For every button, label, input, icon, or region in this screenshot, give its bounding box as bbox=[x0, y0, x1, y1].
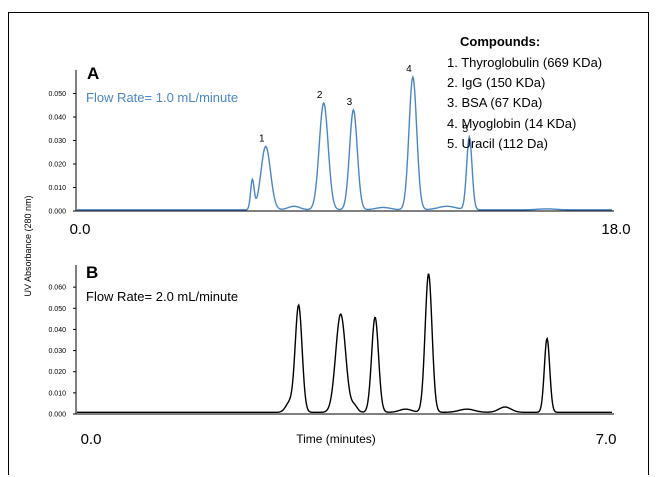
panel-b: 0.000 0.010 0.020 0.030 0.040 0.050 0.060 B Fl… bbox=[48, 263, 616, 448]
peak-label-3: 3 bbox=[347, 97, 353, 108]
panel-b-x-tick-start: 0.0 bbox=[81, 431, 102, 448]
peak-label-5: 5 bbox=[463, 124, 469, 135]
panel-b-y-tick-label: 0.040 bbox=[48, 327, 66, 334]
panel-a-y-tick-label: 0.010 bbox=[48, 185, 66, 192]
panel-a-x-tick-end: 18.0 bbox=[601, 221, 630, 238]
panel-a-y-tick-label: 0.040 bbox=[48, 115, 66, 122]
panel-a-y-ticks: 0.000 0.010 0.020 0.030 0.040 0.050 bbox=[48, 91, 76, 216]
panel-b-y-tick-label: 0.010 bbox=[48, 390, 66, 397]
panel-a-y-tick-label: 0.050 bbox=[48, 91, 66, 98]
compounds-legend: Compounds: 1. Thyroglobulin (669 KDa) 2.… bbox=[447, 34, 602, 151]
x-axis-title: Time (minutes) bbox=[296, 432, 376, 446]
panel-a-y-tick-label: 0.030 bbox=[48, 138, 66, 145]
panel-a-peak-labels: 1 2 3 4 5 bbox=[259, 64, 469, 144]
panel-b-y-tick-label: 0.030 bbox=[48, 348, 66, 355]
legend-item: 4. Myoglobin (14 KDa) bbox=[447, 116, 576, 131]
peak-label-4: 4 bbox=[406, 64, 412, 75]
panel-a-trace bbox=[77, 75, 612, 211]
figure-frame bbox=[8, 12, 649, 475]
legend-item: 1. Thyroglobulin (669 KDa) bbox=[447, 55, 602, 70]
panel-b-x-tick-end: 7.0 bbox=[596, 431, 617, 448]
panel-b-flow-rate: Flow Rate= 2.0 mL/minute bbox=[86, 289, 238, 304]
legend-item: 2. IgG (150 KDa) bbox=[447, 75, 545, 90]
panel-b-y-ticks: 0.000 0.010 0.020 0.030 0.040 0.050 0.060 bbox=[48, 285, 76, 419]
panel-a-x-tick-start: 0.0 bbox=[70, 221, 91, 238]
panel-a-flow-rate: Flow Rate= 1.0 mL/minute bbox=[86, 90, 238, 105]
legend-heading: Compounds: bbox=[460, 34, 540, 49]
panel-a-y-tick-label: 0.020 bbox=[48, 162, 66, 169]
panel-a-y-tick-label: 0.000 bbox=[48, 209, 66, 216]
peak-label-2: 2 bbox=[317, 90, 323, 101]
panel-b-y-tick-label: 0.050 bbox=[48, 306, 66, 313]
panel-b-y-tick-label: 0.000 bbox=[48, 412, 66, 419]
panel-b-y-tick-label: 0.020 bbox=[48, 369, 66, 376]
panel-a: 0.000 0.010 0.020 0.030 0.040 0.050 A Flow Ra… bbox=[48, 64, 630, 238]
legend-item: 3. BSA (67 KDa) bbox=[447, 95, 542, 110]
panel-a-letter: A bbox=[87, 64, 99, 83]
panel-b-trace bbox=[77, 273, 612, 414]
peak-label-1: 1 bbox=[259, 133, 265, 144]
y-axis-title: UV Absorbance (280 nm) bbox=[23, 195, 33, 296]
panel-b-letter: B bbox=[86, 263, 98, 282]
legend-item: 5. Uracil (112 Da) bbox=[447, 136, 548, 151]
panel-b-y-tick-label: 0.060 bbox=[48, 285, 66, 292]
